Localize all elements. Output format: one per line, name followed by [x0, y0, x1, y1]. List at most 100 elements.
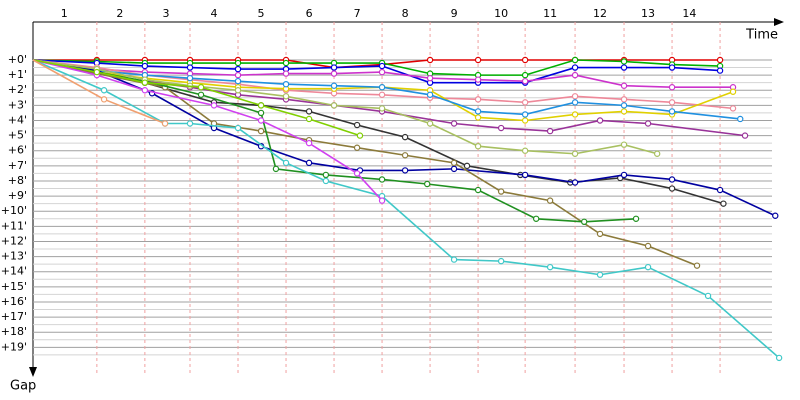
y-tick-label: +4' — [8, 113, 27, 126]
y-tick-label: +1' — [8, 68, 27, 81]
series-point — [378, 176, 386, 183]
series-point — [353, 170, 361, 177]
series-point — [620, 171, 628, 179]
series-point — [521, 147, 529, 154]
series-point — [571, 179, 579, 186]
series-point — [521, 117, 529, 124]
series-point — [521, 111, 529, 118]
series-point — [497, 188, 505, 195]
series-point — [571, 71, 579, 79]
series-point — [450, 159, 458, 167]
series-point — [620, 82, 628, 89]
series-line — [32, 59, 383, 202]
y-tick-label: +19' — [1, 340, 27, 353]
series-point — [693, 262, 701, 269]
series-point — [234, 71, 242, 79]
series-point — [330, 102, 338, 109]
series-point — [426, 91, 434, 98]
y-tick-label: +16' — [1, 295, 27, 308]
series-point — [426, 120, 434, 127]
series-point — [257, 109, 265, 117]
series-point — [330, 64, 338, 71]
series-point — [93, 68, 101, 76]
y-tick-label: +13' — [1, 250, 27, 263]
series-point — [644, 242, 652, 250]
series-point — [141, 79, 149, 86]
series-point — [474, 108, 482, 115]
series-point — [632, 215, 640, 222]
series-point — [716, 186, 724, 194]
series-point — [450, 165, 458, 173]
series-point — [378, 68, 386, 76]
series-point — [474, 114, 482, 121]
series-point — [450, 256, 458, 263]
series-point — [210, 102, 218, 109]
series-point — [330, 70, 338, 77]
series-point — [257, 127, 265, 135]
series-point — [620, 58, 628, 65]
series-point — [729, 88, 737, 95]
series-point — [463, 162, 471, 170]
series-point — [282, 159, 290, 167]
y-tick-label: +11' — [1, 219, 27, 232]
series-point — [532, 215, 540, 222]
series-point — [521, 71, 529, 79]
y-tick-label: +5' — [8, 129, 27, 142]
series-point — [378, 105, 386, 112]
y-axis-title: Gap — [10, 379, 36, 394]
x-tick-label: 11 — [543, 7, 557, 20]
series-point — [775, 354, 783, 362]
series-point — [305, 108, 313, 115]
series-point — [272, 165, 280, 173]
series-point — [521, 56, 529, 64]
x-tick-label: 3 — [162, 7, 169, 20]
x-axis-title: Time — [745, 28, 778, 43]
series-point — [353, 144, 361, 151]
series-point — [741, 132, 749, 139]
series-point — [426, 74, 434, 82]
x-tick-label: 4 — [211, 7, 218, 20]
series-point — [423, 180, 431, 188]
series-point — [234, 77, 242, 85]
series-point — [521, 171, 529, 179]
series-point — [474, 76, 482, 83]
series-point — [668, 185, 676, 192]
series-point — [322, 171, 330, 179]
series-point — [378, 84, 386, 91]
series-point — [474, 142, 482, 150]
series-point — [401, 152, 409, 159]
series-point — [716, 56, 724, 64]
series-line — [32, 59, 658, 155]
series-point — [401, 167, 409, 174]
series-point — [100, 87, 108, 94]
series-point — [282, 70, 290, 77]
series-point — [644, 120, 652, 127]
y-tick-label: +14' — [1, 265, 27, 278]
series-point — [620, 102, 628, 109]
x-tick-label: 8 — [402, 7, 409, 20]
series-point — [571, 99, 579, 106]
y-tick-label: +7' — [8, 159, 27, 172]
series-point — [716, 67, 724, 74]
series-point — [426, 56, 434, 64]
series-point — [378, 62, 386, 70]
series-point — [668, 99, 676, 106]
series-point — [571, 56, 579, 64]
series-point — [197, 84, 205, 91]
y-tick-label: +0' — [8, 53, 27, 66]
series-point — [353, 121, 361, 129]
series-point — [668, 108, 676, 115]
series-point — [186, 74, 194, 82]
series-point — [330, 82, 338, 89]
x-tick-label: 12 — [593, 7, 607, 20]
x-tick-label: 9 — [451, 7, 458, 20]
series-layer — [32, 56, 783, 362]
series-point — [474, 56, 482, 64]
series-point — [474, 186, 482, 194]
series-point — [571, 64, 579, 71]
x-tick-label: 14 — [682, 7, 696, 20]
series-point — [450, 120, 458, 127]
series-point — [596, 117, 604, 124]
series-point — [729, 105, 737, 112]
